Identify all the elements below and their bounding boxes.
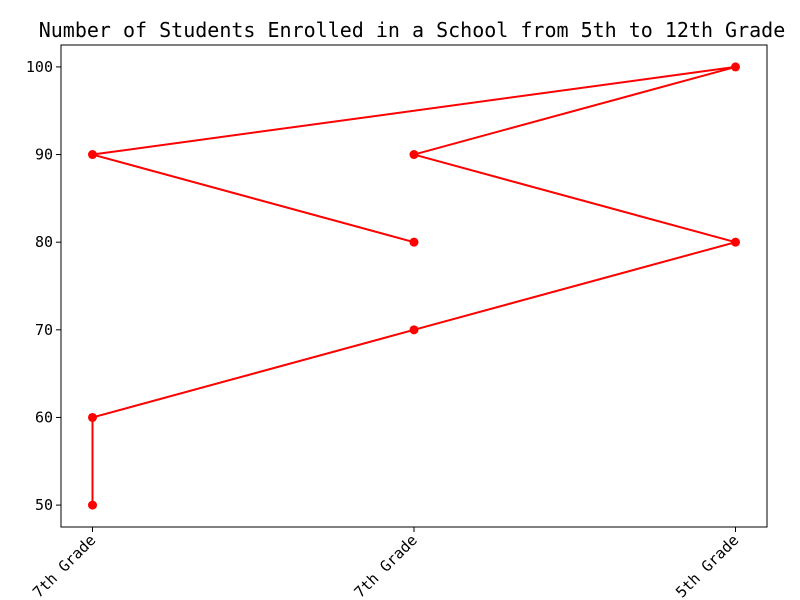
y-tick-label: 70 <box>35 321 53 339</box>
y-tick-label: 80 <box>35 233 53 251</box>
series-line <box>91 65 737 506</box>
data-point <box>88 150 97 160</box>
plot-frame <box>60 44 768 528</box>
x-tick-label: 7th Grade <box>29 531 99 600</box>
x-tick-label: 7th Grade <box>351 531 421 600</box>
data-point <box>409 150 419 160</box>
data-point <box>731 62 740 72</box>
x-tick-label: 5th Grade <box>672 531 742 600</box>
data-point <box>88 500 97 510</box>
y-tick-label: 100 <box>26 58 53 76</box>
data-point <box>409 237 419 247</box>
y-tick-label: 60 <box>35 408 53 426</box>
y-tick-label: 90 <box>35 146 53 164</box>
axes: 50 60 70 80 90 100 7th Grade 7th Grade 5th Grade <box>26 58 742 600</box>
chart-title: Number of Students Enrolled in a School … <box>39 18 786 42</box>
plot-marks <box>88 62 740 510</box>
data-point <box>409 325 419 335</box>
data-point <box>88 412 97 422</box>
data-point <box>731 237 740 247</box>
y-tick-label: 50 <box>35 496 53 514</box>
